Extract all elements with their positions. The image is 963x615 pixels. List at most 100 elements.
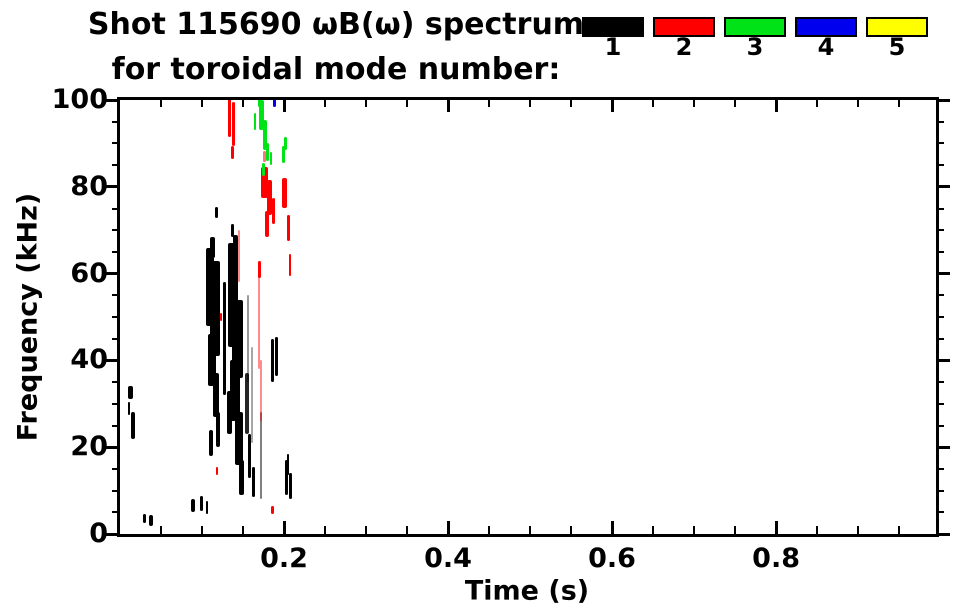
data-mark-n1 (226, 390, 232, 435)
axis-tick (160, 100, 162, 107)
data-mark-n3 (254, 113, 257, 131)
x-tick-label: 0.2 (260, 543, 308, 574)
data-mark-n1 (207, 334, 216, 387)
axis-tick (936, 164, 944, 167)
axis-tick (106, 358, 120, 362)
axis-tick (282, 521, 286, 534)
axis-tick (570, 100, 573, 107)
legend-swatch-mode1 (582, 17, 644, 37)
x-tick-label: 0.4 (424, 543, 472, 574)
axis-tick (936, 424, 944, 427)
legend-item-mode4: 4 (795, 17, 857, 59)
data-mark-n2 (286, 215, 290, 242)
axis-tick (693, 100, 696, 107)
plot-area (120, 100, 936, 534)
data-mark-n1 (285, 460, 288, 495)
data-mark-n2 (262, 150, 266, 162)
axis-tick (774, 521, 778, 534)
data-mark-n1 (222, 282, 226, 396)
axis-tick (106, 532, 120, 536)
y-tick-label: 80 (70, 170, 108, 202)
axis-tick (242, 526, 244, 534)
data-mark-n3 (263, 119, 268, 150)
data-mark-n1 (289, 473, 292, 500)
legend-swatch-mode3 (724, 17, 786, 37)
axis-tick (242, 100, 244, 107)
axis-tick (112, 381, 120, 384)
axis-tick (936, 337, 944, 340)
axis-tick (936, 272, 950, 276)
axis-tick (112, 229, 120, 232)
legend-item-mode1: 1 (582, 17, 644, 59)
axis-tick (112, 511, 120, 514)
axis-tick (106, 98, 120, 102)
axis-tick (112, 294, 120, 297)
axis-tick (201, 100, 203, 107)
data-mark-n2 (282, 178, 288, 209)
data-mark-n1 (128, 386, 134, 400)
data-mark-n3 (258, 100, 261, 107)
axis-tick (936, 532, 950, 536)
legend-item-mode5: 5 (866, 17, 928, 59)
data-mark-n3 (262, 162, 265, 176)
axis-tick (324, 526, 327, 534)
data-mark-n1 (231, 299, 243, 378)
y-tick-label: 100 (51, 84, 108, 115)
legend-label-mode2: 2 (675, 33, 693, 61)
data-mark-n2 (260, 360, 263, 422)
axis-tick (936, 402, 944, 405)
axis-tick (936, 229, 944, 232)
data-mark-n3 (265, 143, 270, 161)
axis-tick (106, 185, 120, 189)
data-mark-n1 (238, 460, 245, 495)
axis-tick (112, 489, 120, 492)
axis-tick (936, 445, 950, 449)
data-mark-n1 (210, 236, 216, 259)
y-tick-label: 60 (70, 257, 108, 289)
data-mark-n2 (270, 505, 275, 515)
data-mark-n3 (284, 136, 287, 150)
axis-tick (406, 526, 409, 534)
axis-tick (160, 526, 162, 534)
axis-tick (446, 100, 450, 112)
data-mark-n1 (212, 373, 220, 417)
data-mark-n2 (264, 210, 269, 237)
data-mark-n1 (232, 234, 239, 261)
axis-tick (112, 402, 120, 405)
axis-tick (936, 489, 944, 492)
data-mark-n4 (272, 100, 276, 107)
axis-tick (936, 207, 944, 210)
axis-tick (488, 526, 491, 534)
axis-tick (106, 272, 120, 276)
axis-tick (936, 294, 944, 297)
axis-tick (857, 100, 860, 107)
legend-label-mode4: 4 (817, 33, 835, 61)
axis-tick (936, 467, 944, 470)
axis-tick (112, 142, 120, 145)
data-mark-n1 (245, 373, 250, 435)
axis-tick (898, 100, 901, 107)
data-mark-n1 (250, 347, 254, 443)
axis-tick (112, 250, 120, 253)
legend-swatch-mode5 (866, 17, 928, 37)
axis-tick (112, 120, 120, 123)
y-tick-label: 40 (70, 344, 108, 376)
axis-tick (112, 164, 120, 167)
data-mark-n1 (216, 412, 221, 448)
data-mark-n2 (258, 264, 261, 370)
data-mark-n1 (271, 338, 274, 383)
axis-tick (570, 526, 573, 534)
legend-item-mode3: 3 (724, 17, 786, 59)
axis-tick (652, 526, 655, 534)
axis-tick (365, 526, 368, 534)
data-mark-n1 (215, 207, 219, 219)
axis-tick (693, 526, 696, 534)
data-mark-n2 (261, 167, 268, 198)
data-mark-n2 (231, 145, 234, 159)
legend-label-mode5: 5 (888, 33, 906, 61)
axis-tick (936, 381, 944, 384)
axis-tick (610, 100, 614, 112)
data-mark-n1 (287, 453, 290, 476)
x-tick-label: 0.6 (588, 543, 636, 574)
data-mark-n1 (252, 466, 256, 498)
